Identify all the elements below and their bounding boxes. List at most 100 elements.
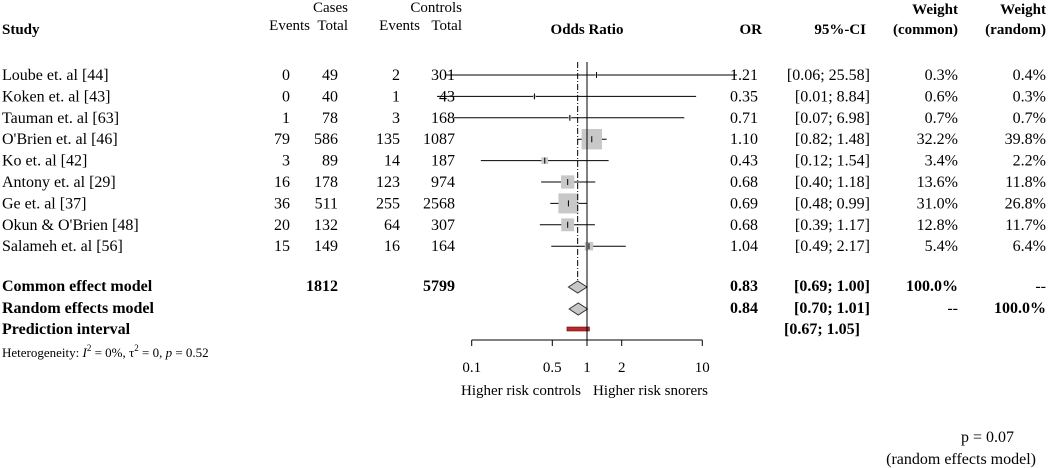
controls-events: 14 bbox=[384, 153, 400, 170]
cases-events: 36 bbox=[274, 195, 290, 212]
common-effect-label: Common effect model bbox=[2, 278, 153, 295]
study-name: Ko et. al [42] bbox=[2, 153, 87, 170]
header-controls-events: Events bbox=[379, 18, 420, 34]
cases-total: 132 bbox=[314, 217, 338, 234]
study-weight-random: 0.7% bbox=[1013, 110, 1046, 127]
study-ci: [0.48; 0.99] bbox=[795, 195, 870, 212]
cases-events: 0 bbox=[282, 88, 290, 105]
header-random: (random) bbox=[985, 22, 1046, 38]
prediction-interval-bar bbox=[566, 326, 590, 332]
study-weight-common: 32.2% bbox=[917, 131, 958, 148]
common-or: 0.83 bbox=[730, 278, 758, 295]
study-weight-random: 0.4% bbox=[1013, 67, 1046, 84]
controls-total: 168 bbox=[431, 110, 455, 127]
controls-events: 123 bbox=[376, 174, 400, 191]
study-or: 0.35 bbox=[730, 88, 758, 105]
study-weight-common: 13.6% bbox=[917, 174, 958, 191]
study-weight-common: 31.0% bbox=[917, 195, 958, 212]
random-effects-diamond bbox=[568, 302, 589, 316]
random-weight-common: -- bbox=[947, 300, 958, 317]
study-ci: [0.40; 1.18] bbox=[795, 174, 870, 191]
summary-rows: Common effect model 1812 5799 0.83 [0.69… bbox=[2, 278, 1046, 360]
header-ci: 95%-CI bbox=[814, 22, 866, 38]
study-or: 0.68 bbox=[730, 174, 758, 191]
controls-total: 2568 bbox=[423, 195, 455, 212]
common-controls-total: 5799 bbox=[423, 278, 455, 295]
study-ci: [0.39; 1.17] bbox=[795, 217, 870, 234]
study-name: Tauman et. al [63] bbox=[2, 110, 119, 127]
controls-total: 187 bbox=[431, 153, 455, 170]
header-weight-random: Weight bbox=[1000, 2, 1046, 18]
study-name: Loube et. al [44] bbox=[2, 67, 109, 84]
cases-events: 15 bbox=[274, 238, 290, 255]
study-name: Okun & O'Brien [48] bbox=[2, 217, 139, 234]
study-weight-random: 39.8% bbox=[1005, 131, 1046, 148]
study-or: 0.68 bbox=[730, 217, 758, 234]
header-odds-ratio: Odds Ratio bbox=[551, 22, 624, 38]
study-ci: [0.82; 1.48] bbox=[795, 131, 870, 148]
study-weight-common: 5.4% bbox=[925, 238, 958, 255]
cases-events: 3 bbox=[282, 153, 290, 170]
study-marks bbox=[437, 72, 737, 251]
cases-total: 89 bbox=[322, 153, 338, 170]
header: Study Cases Events Total Controls Events… bbox=[2, 0, 1046, 38]
random-weight-random: 100.0% bbox=[994, 300, 1046, 317]
study-name: Antony et. al [29] bbox=[2, 174, 116, 191]
cases-total: 149 bbox=[314, 238, 338, 255]
study-weight-common: 3.4% bbox=[925, 153, 958, 170]
common-ci: [0.69; 1.00] bbox=[794, 278, 870, 295]
header-cases-total: Total bbox=[317, 18, 348, 34]
prediction-ci: [0.67; 1.05] bbox=[784, 321, 860, 338]
cases-total: 586 bbox=[314, 131, 338, 148]
cases-events: 16 bbox=[274, 174, 290, 191]
controls-events: 16 bbox=[384, 238, 400, 255]
controls-events: 64 bbox=[384, 217, 400, 234]
header-study: Study bbox=[2, 22, 40, 38]
cases-total: 49 bbox=[322, 67, 338, 84]
study-name: O'Brien et. al [46] bbox=[2, 131, 118, 148]
heterogeneity-text: Heterogeneity: I2 = 0%, τ2 = 0, p = 0.52 bbox=[2, 343, 209, 360]
random-effects-label: Random effects model bbox=[2, 300, 155, 317]
study-or: 0.71 bbox=[730, 110, 758, 127]
axis-tick-label: 10 bbox=[695, 360, 710, 376]
study-or: 0.43 bbox=[730, 153, 758, 170]
common-weight-common: 100.0% bbox=[906, 278, 958, 295]
study-weight-common: 12.8% bbox=[917, 217, 958, 234]
study-weight-common: 0.7% bbox=[925, 110, 958, 127]
study-weight-random: 6.4% bbox=[1013, 238, 1046, 255]
common-weight-random: -- bbox=[1035, 278, 1046, 295]
study-or: 1.04 bbox=[730, 238, 758, 255]
study-rows: Loube et. al [44] 0 49 2 301 1.21 [0.06; 25.58… bbox=[2, 67, 1046, 255]
header-controls: Controls bbox=[410, 0, 462, 16]
study-or: 1.10 bbox=[730, 131, 758, 148]
footer-p-value: p = 0.07 bbox=[961, 429, 1014, 446]
study-name: Ge et. al [37] bbox=[2, 195, 86, 212]
study-weight-random: 2.2% bbox=[1013, 153, 1046, 170]
controls-events: 2 bbox=[392, 67, 400, 84]
cases-total: 511 bbox=[315, 195, 338, 212]
axis-tick-label: 0.1 bbox=[462, 360, 481, 376]
study-name: Koken et. al [43] bbox=[2, 88, 110, 105]
study-ci: [0.49; 2.17] bbox=[795, 238, 870, 255]
cases-total: 40 bbox=[322, 88, 338, 105]
summary-marks bbox=[566, 62, 590, 340]
cases-events: 1 bbox=[282, 110, 290, 127]
common-cases-total: 1812 bbox=[306, 278, 338, 295]
axis-tick-label: 2 bbox=[618, 360, 626, 376]
header-weight-common: Weight bbox=[912, 2, 958, 18]
study-weight-random: 11.7% bbox=[1005, 217, 1046, 234]
controls-total: 301 bbox=[431, 67, 455, 84]
random-ci: [0.70; 1.01] bbox=[794, 300, 870, 317]
common-effect-diamond bbox=[567, 280, 588, 294]
cases-events: 79 bbox=[274, 131, 290, 148]
study-weight-random: 0.3% bbox=[1013, 88, 1046, 105]
study-weight-common: 0.3% bbox=[925, 67, 958, 84]
header-cases: Cases bbox=[313, 0, 348, 16]
header-cases-events: Events bbox=[269, 18, 310, 34]
right-direction-label: Higher risk snorers bbox=[593, 383, 708, 399]
header-controls-total: Total bbox=[431, 18, 462, 34]
axis-tick-label: 0.5 bbox=[543, 360, 562, 376]
controls-events: 255 bbox=[376, 195, 400, 212]
study-name: Salameh et. al [56] bbox=[2, 238, 123, 255]
